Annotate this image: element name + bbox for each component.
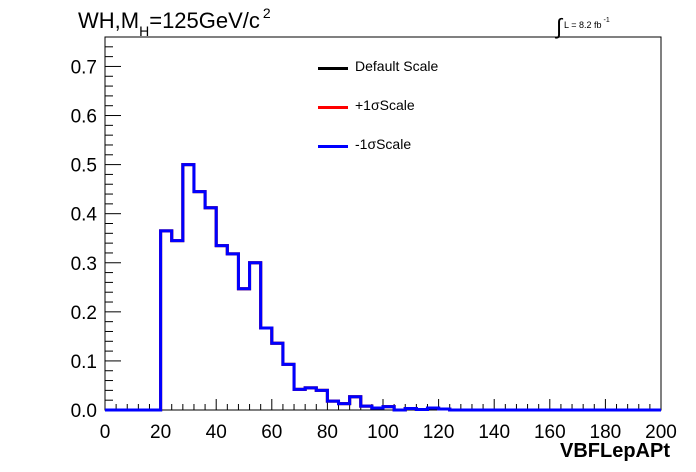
- x-tick-label: 200: [645, 422, 677, 443]
- legend: Default Scale +1σScale -1σScale: [318, 58, 518, 175]
- x-tick-label: 0: [100, 422, 111, 443]
- integral-symbol: ∫: [556, 14, 563, 39]
- y-tick-label: 0.7: [71, 57, 97, 78]
- series-line-0: [105, 163, 661, 412]
- legend-line-minus: [318, 145, 348, 148]
- legend-line-default: [318, 67, 348, 70]
- luminosity-superscript: -1: [603, 17, 610, 24]
- y-tick-label: 0.4: [71, 205, 98, 226]
- title-prefix: WH,M: [78, 8, 140, 33]
- series-line-1: [105, 163, 661, 412]
- x-tick-label: 20: [150, 422, 171, 443]
- series-group: [105, 163, 661, 412]
- x-tick-label: 120: [423, 422, 455, 443]
- x-axis-title: VBFLepAPt: [560, 440, 670, 462]
- y-tick-label: 0.5: [71, 156, 97, 177]
- x-tick-label: 40: [206, 422, 227, 443]
- y-tick-label: 0.2: [71, 303, 97, 324]
- x-tick-label: 60: [261, 422, 282, 443]
- legend-label-plus: +1σScale: [355, 97, 415, 113]
- y-tick-label: 0.3: [71, 254, 97, 275]
- title-superscript: 2: [262, 5, 271, 21]
- luminosity-text: L = 8.2 fb: [564, 20, 602, 30]
- legend-line-plus: [318, 106, 348, 109]
- x-tick-label: 80: [317, 422, 338, 443]
- legend-label-default: Default Scale: [355, 58, 439, 74]
- x-tick-label: 180: [590, 422, 622, 443]
- legend-entry-default: Default Scale: [318, 58, 518, 97]
- x-tick-label: 160: [534, 422, 566, 443]
- y-tick-label: 0.1: [71, 352, 97, 373]
- series-line-2: [105, 163, 661, 412]
- axis-ticks: 0 20 40 60 80 100 120 140 160 180 200 0.0 0.1 0.2 0.3 0…: [71, 36, 677, 443]
- x-tick-label: 140: [478, 422, 510, 443]
- legend-entry-plus: +1σScale: [318, 97, 518, 136]
- y-tick-label: 0.0: [71, 401, 97, 422]
- title-subscript: H: [139, 23, 150, 39]
- legend-entry-minus: -1σScale: [318, 136, 518, 175]
- title-main-text: =125GeV/c: [149, 8, 260, 33]
- luminosity-label: ∫ L = 8.2 fb -1: [556, 8, 610, 39]
- y-tick-label: 0.6: [71, 107, 97, 128]
- plot-title: WH,MH=125GeV/c 2: [78, 5, 271, 39]
- x-tick-label: 100: [367, 422, 399, 443]
- legend-label-minus: -1σScale: [355, 136, 412, 152]
